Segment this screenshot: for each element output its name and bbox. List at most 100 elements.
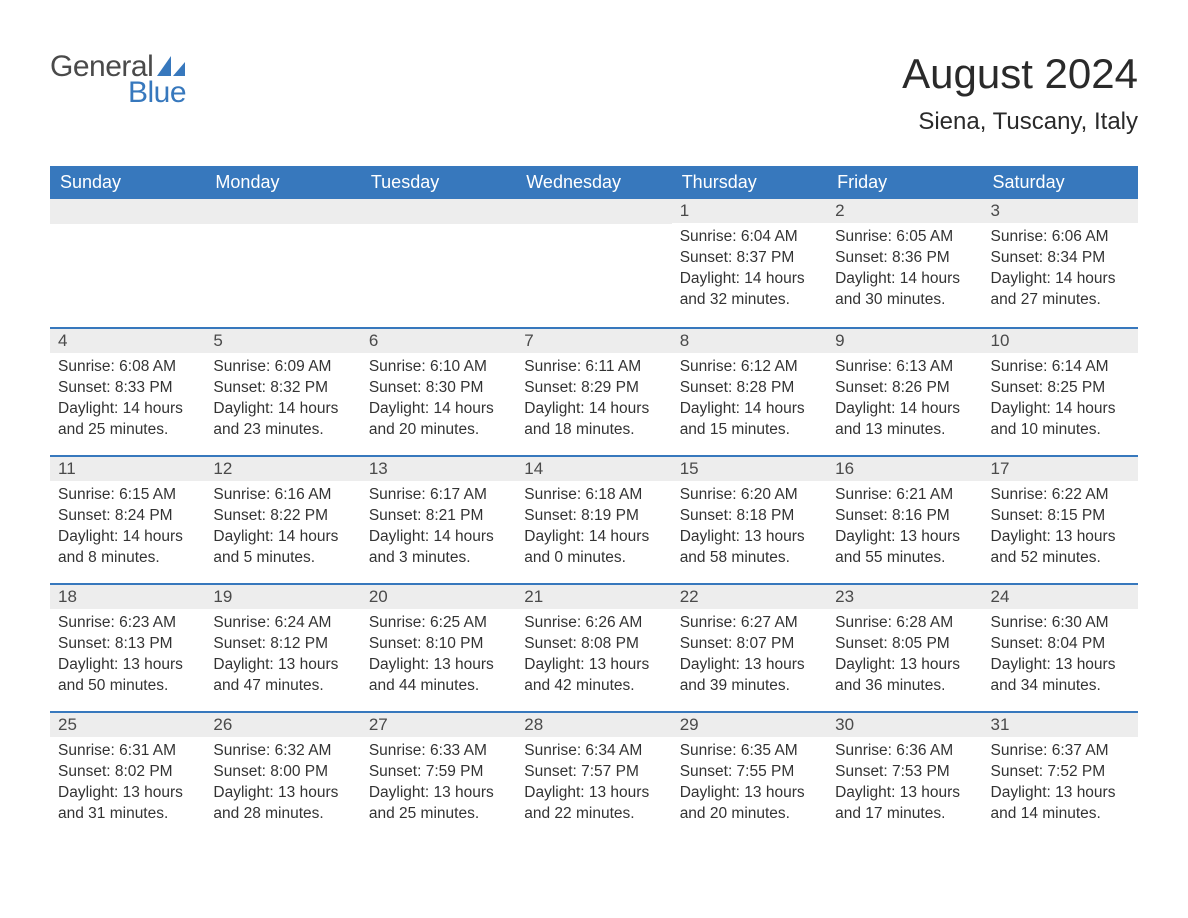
calendar-day-cell: 31 Sunrise: 6:37 AMSunset: 7:52 PMDayligh…	[983, 711, 1138, 839]
sunrise-line: Sunrise: 6:17 AM	[369, 485, 508, 506]
day-number: 13	[361, 455, 516, 481]
day-number: 5	[205, 327, 360, 353]
empty-day-header	[516, 199, 671, 224]
day-content: Sunrise: 6:18 AMSunset: 8:19 PMDaylight:…	[516, 481, 671, 577]
sunset-line: Sunset: 8:28 PM	[680, 378, 819, 399]
calendar-day-cell: 7Sunrise: 6:11 AMSunset: 8:29 PMDaylight…	[516, 327, 671, 455]
sunset-line: Sunset: 8:12 PM	[213, 634, 352, 655]
sunrise-line: Sunrise: 6:31 AM	[58, 741, 197, 762]
sunset-line: Sunset: 8:19 PM	[524, 506, 663, 527]
day-content: Sunrise: 6:33 AMSunset: 7:59 PMDaylight:…	[361, 737, 516, 833]
sunrise-line: Sunrise: 6:22 AM	[991, 485, 1130, 506]
calendar-empty-cell	[50, 199, 205, 327]
day-number: 31	[983, 711, 1138, 737]
calendar-day-cell: 3Sunrise: 6:06 AMSunset: 8:34 PMDaylight…	[983, 199, 1138, 327]
day-content: Sunrise: 6:14 AMSunset: 8:25 PMDaylight:…	[983, 353, 1138, 449]
calendar-day-cell: 29Sunrise: 6:35 AMSunset: 7:55 PMDayligh…	[672, 711, 827, 839]
day-number: 26	[205, 711, 360, 737]
sunset-line: Sunset: 8:02 PM	[58, 762, 197, 783]
calendar-day-cell: 21Sunrise: 6:26 AMSunset: 8:08 PMDayligh…	[516, 583, 671, 711]
day-content: Sunrise: 6:04 AMSunset: 8:37 PMDaylight:…	[672, 223, 827, 319]
daylight-line: Daylight: 14 hours and 5 minutes.	[213, 527, 352, 569]
sunset-line: Sunset: 8:21 PM	[369, 506, 508, 527]
day-number: 30	[827, 711, 982, 737]
day-number: 2	[827, 199, 982, 223]
sunrise-line: Sunrise: 6:05 AM	[835, 227, 974, 248]
calendar-day-cell: 20Sunrise: 6:25 AMSunset: 8:10 PMDayligh…	[361, 583, 516, 711]
sunrise-line: Sunrise: 6:25 AM	[369, 613, 508, 634]
day-content: Sunrise: 6:15 AMSunset: 8:24 PMDaylight:…	[50, 481, 205, 577]
sunset-line: Sunset: 8:36 PM	[835, 248, 974, 269]
brand-blue-text: Blue	[128, 76, 186, 110]
daylight-line: Daylight: 13 hours and 14 minutes.	[991, 783, 1130, 825]
sunset-line: Sunset: 7:57 PM	[524, 762, 663, 783]
sunrise-line: Sunrise: 6:20 AM	[680, 485, 819, 506]
calendar-empty-cell	[516, 199, 671, 327]
day-number: 27	[361, 711, 516, 737]
calendar-day-cell: 1Sunrise: 6:04 AMSunset: 8:37 PMDaylight…	[672, 199, 827, 327]
day-number: 8	[672, 327, 827, 353]
sunset-line: Sunset: 8:22 PM	[213, 506, 352, 527]
calendar-day-cell: 25Sunrise: 6:31 AMSunset: 8:02 PMDayligh…	[50, 711, 205, 839]
calendar-day-cell: 11Sunrise: 6:15 AMSunset: 8:24 PMDayligh…	[50, 455, 205, 583]
day-content: Sunrise: 6:30 AMSunset: 8:04 PMDaylight:…	[983, 609, 1138, 705]
sunset-line: Sunset: 7:55 PM	[680, 762, 819, 783]
sunrise-line: Sunrise: 6:37 AM	[991, 741, 1130, 762]
day-content: Sunrise: 6:28 AMSunset: 8:05 PMDaylight:…	[827, 609, 982, 705]
day-number: 3	[983, 199, 1138, 223]
sunset-line: Sunset: 8:13 PM	[58, 634, 197, 655]
daylight-line: Daylight: 14 hours and 10 minutes.	[991, 399, 1130, 441]
calendar-day-cell: 8Sunrise: 6:12 AMSunset: 8:28 PMDaylight…	[672, 327, 827, 455]
sunrise-line: Sunrise: 6:14 AM	[991, 357, 1130, 378]
weekday-header: Monday	[205, 166, 360, 199]
daylight-line: Daylight: 14 hours and 27 minutes.	[991, 269, 1130, 311]
day-content: Sunrise: 6:32 AMSunset: 8:00 PMDaylight:…	[205, 737, 360, 833]
day-number: 24	[983, 583, 1138, 609]
calendar-day-cell: 10Sunrise: 6:14 AMSunset: 8:25 PMDayligh…	[983, 327, 1138, 455]
calendar-week-row: 1Sunrise: 6:04 AMSunset: 8:37 PMDaylight…	[50, 199, 1138, 327]
sunrise-line: Sunrise: 6:08 AM	[58, 357, 197, 378]
day-content: Sunrise: 6:31 AMSunset: 8:02 PMDaylight:…	[50, 737, 205, 833]
daylight-line: Daylight: 13 hours and 52 minutes.	[991, 527, 1130, 569]
calendar-day-cell: 30Sunrise: 6:36 AMSunset: 7:53 PMDayligh…	[827, 711, 982, 839]
day-content: Sunrise: 6:05 AMSunset: 8:36 PMDaylight:…	[827, 223, 982, 319]
day-number: 29	[672, 711, 827, 737]
day-content: Sunrise: 6:24 AMSunset: 8:12 PMDaylight:…	[205, 609, 360, 705]
brand-sail-icon	[157, 56, 185, 76]
day-number: 11	[50, 455, 205, 481]
sunset-line: Sunset: 8:37 PM	[680, 248, 819, 269]
sunrise-line: Sunrise: 6:13 AM	[835, 357, 974, 378]
empty-day-header	[50, 199, 205, 224]
calendar-day-cell: 13 Sunrise: 6:17 AMSunset: 8:21 PMDayligh…	[361, 455, 516, 583]
weekday-header: Sunday	[50, 166, 205, 199]
daylight-line: Daylight: 13 hours and 34 minutes.	[991, 655, 1130, 697]
daylight-line: Daylight: 13 hours and 42 minutes.	[524, 655, 663, 697]
day-content: Sunrise: 6:06 AMSunset: 8:34 PMDaylight:…	[983, 223, 1138, 319]
calendar-day-cell: 18Sunrise: 6:23 AMSunset: 8:13 PMDayligh…	[50, 583, 205, 711]
sunset-line: Sunset: 8:25 PM	[991, 378, 1130, 399]
daylight-line: Daylight: 13 hours and 17 minutes.	[835, 783, 974, 825]
sunset-line: Sunset: 8:07 PM	[680, 634, 819, 655]
daylight-line: Daylight: 14 hours and 8 minutes.	[58, 527, 197, 569]
calendar-day-cell: 28Sunrise: 6:34 AMSunset: 7:57 PMDayligh…	[516, 711, 671, 839]
sunrise-line: Sunrise: 6:21 AM	[835, 485, 974, 506]
sunrise-line: Sunrise: 6:09 AM	[213, 357, 352, 378]
sunrise-line: Sunrise: 6:16 AM	[213, 485, 352, 506]
day-content: Sunrise: 6:11 AMSunset: 8:29 PMDaylight:…	[516, 353, 671, 449]
sunrise-line: Sunrise: 6:26 AM	[524, 613, 663, 634]
sunrise-line: Sunrise: 6:18 AM	[524, 485, 663, 506]
daylight-line: Daylight: 14 hours and 3 minutes.	[369, 527, 508, 569]
calendar-day-cell: 6Sunrise: 6:10 AMSunset: 8:30 PMDaylight…	[361, 327, 516, 455]
calendar-week-row: 18Sunrise: 6:23 AMSunset: 8:13 PMDayligh…	[50, 583, 1138, 711]
sunset-line: Sunset: 7:53 PM	[835, 762, 974, 783]
sunset-line: Sunset: 7:52 PM	[991, 762, 1130, 783]
sunset-line: Sunset: 8:33 PM	[58, 378, 197, 399]
daylight-line: Daylight: 14 hours and 25 minutes.	[58, 399, 197, 441]
daylight-line: Daylight: 13 hours and 25 minutes.	[369, 783, 508, 825]
sunrise-line: Sunrise: 6:27 AM	[680, 613, 819, 634]
sunset-line: Sunset: 8:24 PM	[58, 506, 197, 527]
day-number: 19	[205, 583, 360, 609]
daylight-line: Daylight: 14 hours and 23 minutes.	[213, 399, 352, 441]
day-number: 23	[827, 583, 982, 609]
daylight-line: Daylight: 14 hours and 13 minutes.	[835, 399, 974, 441]
